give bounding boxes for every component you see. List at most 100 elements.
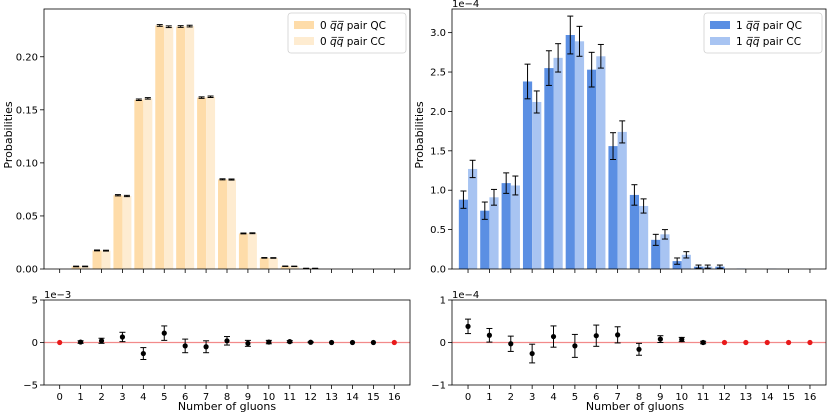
x-tick-label: 3: [119, 392, 125, 403]
data-point: [721, 339, 728, 346]
x-tick-label: 15: [367, 392, 380, 403]
x-tick-label: 3: [529, 392, 535, 403]
x-tick-label: 5: [572, 392, 578, 403]
bar-cc: [660, 234, 670, 269]
data-point: [764, 339, 770, 346]
legend: 1 q̅q̅ pair QC 1 q̅q̅ pair CC: [703, 12, 823, 54]
data-point: [636, 346, 642, 352]
x-tick-label: 9: [657, 392, 663, 403]
legend-box: [287, 12, 407, 54]
data-point: [657, 336, 663, 342]
bar-cc: [185, 26, 195, 270]
bar-qc: [113, 195, 123, 269]
right-xlabel: Number of gluons: [586, 400, 684, 413]
data-point: [245, 340, 251, 346]
data-point: [786, 339, 792, 346]
data-point: [465, 323, 471, 329]
axis-offset-text: 1e−4: [452, 0, 479, 10]
bar-qc: [522, 81, 533, 269]
bar-qc: [672, 261, 682, 269]
x-tick-label: 13: [739, 392, 752, 403]
x-tick-label: 11: [283, 392, 296, 403]
legend-label: 0 q̅q̅ pair CC: [320, 36, 385, 48]
y-tick-label: −1: [431, 381, 446, 392]
data-point: [140, 350, 146, 357]
y-tick-label: 1: [440, 296, 446, 307]
legend: 0 q̅q̅ pair QC 0 q̅q̅ pair CC: [287, 12, 407, 54]
y-tick-label: 1.0: [430, 186, 446, 197]
bar-cc: [206, 96, 216, 269]
data-point: [486, 332, 492, 338]
bar-qc: [501, 183, 511, 269]
data-point: [266, 339, 272, 345]
x-tick-label: 10: [262, 392, 275, 403]
x-tick-label: 16: [804, 392, 817, 403]
legend-label: 1 q̅q̅ pair CC: [736, 36, 801, 48]
data-point: [508, 341, 514, 347]
bar-cc: [532, 101, 542, 269]
bar-cc: [164, 26, 174, 270]
x-tick-label: 14: [761, 392, 774, 403]
data-point: [328, 339, 335, 346]
data-point: [78, 339, 84, 345]
data-point: [349, 339, 356, 346]
bar-qc: [176, 26, 186, 269]
x-tick-label: 2: [98, 392, 104, 403]
bar-cc: [553, 57, 563, 270]
bar-qc: [480, 210, 490, 269]
y-tick-label: 0.20: [16, 52, 38, 63]
x-tick-label: 11: [697, 392, 710, 403]
data-point: [615, 332, 621, 338]
bar-qc: [259, 257, 269, 269]
data-point: [224, 338, 230, 344]
bar-cc: [227, 179, 236, 269]
data-point: [308, 339, 314, 345]
data-point: [700, 339, 706, 346]
x-tick-label: 12: [304, 392, 317, 403]
y-tick-label: 0: [440, 338, 446, 349]
legend-swatch: [294, 21, 314, 29]
legend-label: 0 q̅q̅ pair QC: [320, 20, 386, 32]
data-point: [203, 344, 209, 350]
y-tick-label: 0: [32, 338, 38, 349]
bar-cc: [574, 41, 585, 269]
y-tick-label: 0.00: [16, 265, 38, 276]
x-tick-label: 12: [718, 392, 731, 403]
bar-cc: [489, 197, 499, 269]
axes-frame: [43, 299, 411, 386]
axes-frame: [43, 8, 411, 270]
data-point: [593, 333, 599, 339]
bar-cc: [510, 185, 520, 269]
legend-box: [703, 12, 823, 54]
axis-offset-text: 1e−4: [452, 290, 479, 301]
bar-cc: [681, 254, 691, 269]
data-point: [391, 339, 397, 346]
bar-cc: [596, 56, 606, 269]
y-tick-label: 0.5: [430, 225, 446, 236]
data-point: [287, 339, 293, 345]
left-ylabel: Probabilities: [2, 101, 15, 168]
data-point: [98, 338, 105, 344]
x-tick-label: 7: [203, 392, 209, 403]
legend-swatch: [294, 37, 314, 45]
data-point: [161, 330, 167, 336]
y-tick-label: 0.15: [16, 105, 38, 116]
bar-qc: [458, 199, 469, 269]
data-point: [679, 336, 685, 343]
x-tick-label: 1: [77, 392, 83, 403]
bar-qc: [134, 99, 144, 269]
x-tick-label: 6: [593, 392, 599, 403]
data-point: [807, 339, 813, 346]
x-tick-label: 6: [182, 392, 188, 403]
bar-qc: [218, 179, 227, 269]
bar-cc: [143, 98, 153, 269]
data-point: [119, 334, 126, 340]
x-tick-label: 2: [508, 392, 514, 403]
bar-cc: [289, 266, 299, 269]
bar-cc: [80, 266, 90, 269]
legend-label: 1 q̅q̅ pair QC: [736, 20, 802, 32]
left-xlabel: Number of gluons: [178, 400, 276, 413]
x-tick-label: 14: [346, 392, 359, 403]
